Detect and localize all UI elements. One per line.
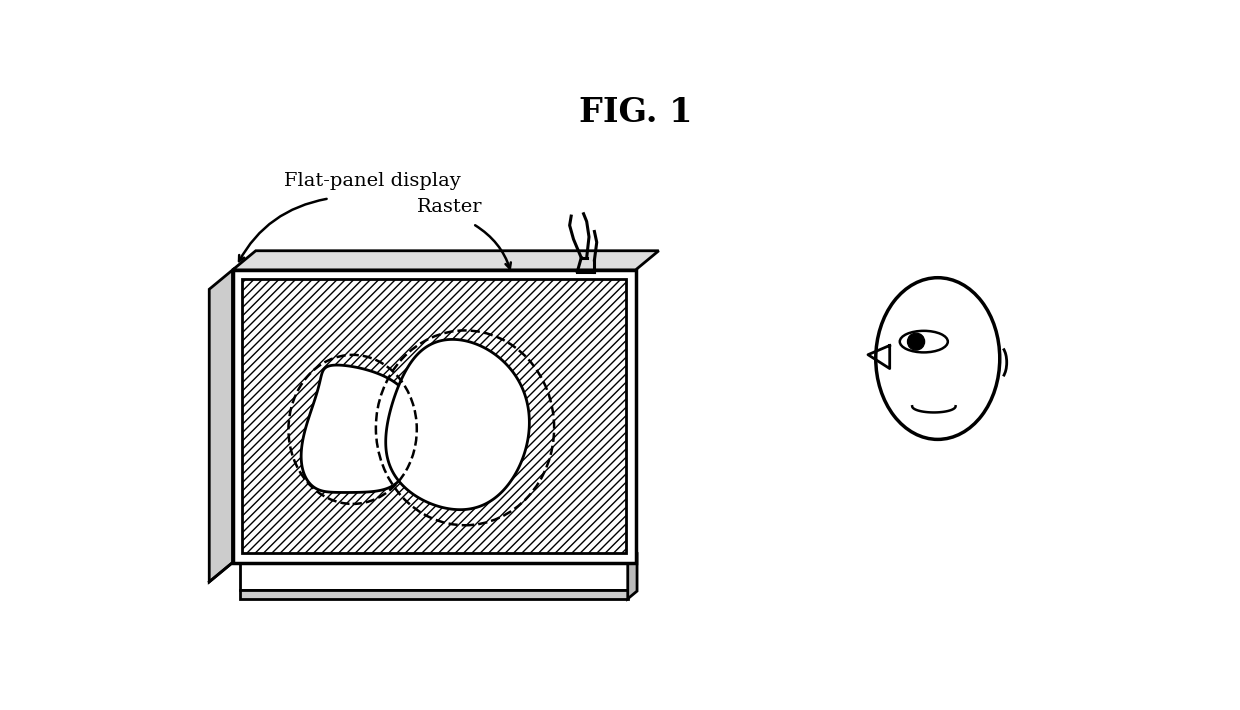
Polygon shape xyxy=(301,365,415,493)
Text: Flat-panel display: Flat-panel display xyxy=(284,173,460,190)
Polygon shape xyxy=(241,589,627,599)
Ellipse shape xyxy=(908,333,925,350)
Polygon shape xyxy=(210,270,233,582)
Ellipse shape xyxy=(875,278,999,439)
Polygon shape xyxy=(233,270,635,562)
Polygon shape xyxy=(233,251,658,270)
Polygon shape xyxy=(627,555,637,599)
Text: Raster: Raster xyxy=(417,198,482,216)
Ellipse shape xyxy=(900,331,947,352)
Polygon shape xyxy=(241,562,627,589)
Polygon shape xyxy=(386,339,529,510)
Text: FIG. 1: FIG. 1 xyxy=(579,96,692,129)
Bar xyxy=(242,279,626,553)
